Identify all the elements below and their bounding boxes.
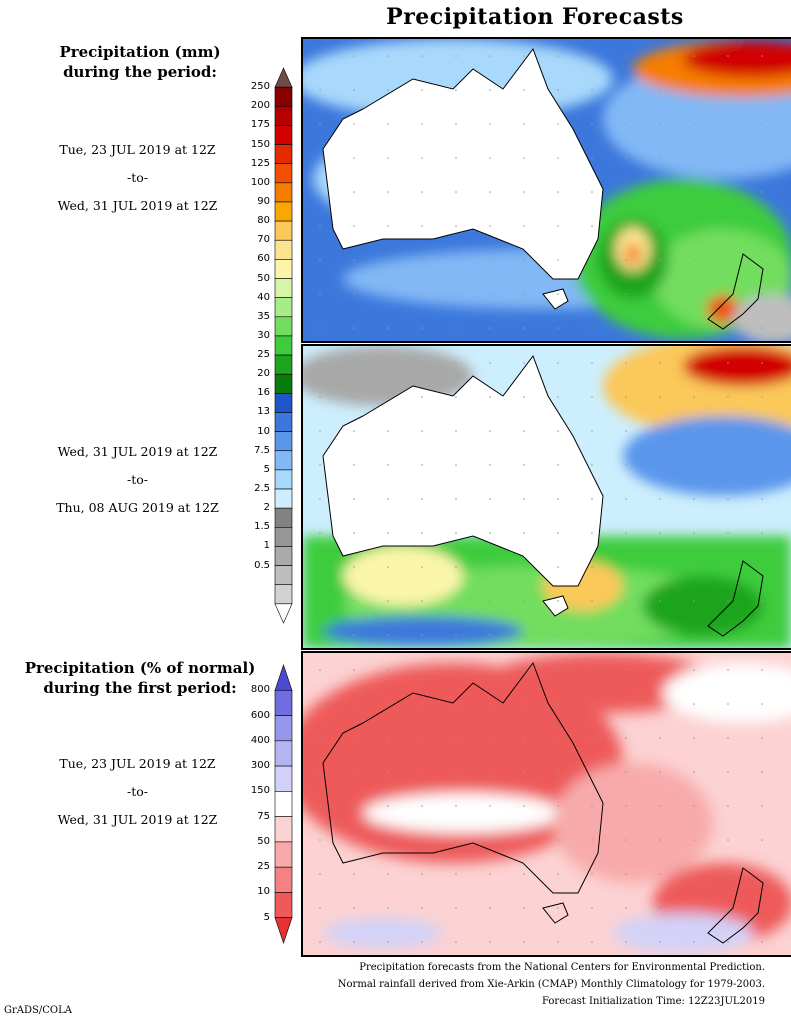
- colorbar-tick-label: 800: [250, 684, 270, 696]
- map-panel-week1: [301, 37, 791, 343]
- colorbar-tick-label: 125: [250, 157, 270, 169]
- panel3-to: -to-: [127, 784, 148, 799]
- colorbar-tick-label: 150: [250, 785, 270, 797]
- colorbar-tick-label: 5: [263, 463, 270, 475]
- page-title: Precipitation Forecasts: [386, 4, 684, 30]
- colorbar-segment: [274, 791, 293, 817]
- colorbar-arrow-bottom: [274, 603, 293, 624]
- colorbar-segment: [274, 565, 293, 586]
- colorbar-tick-label: 600: [250, 709, 270, 721]
- colorbar-segment: [274, 488, 293, 509]
- panel3-end-date: Wed, 31 JUL 2019 at 12Z: [57, 812, 218, 827]
- colorbar-tick-label: 200: [250, 100, 270, 112]
- colorbar-segment: [274, 740, 293, 767]
- colorbar-arrow-top: [274, 67, 293, 88]
- colorbar-tick-label: 13: [257, 406, 270, 418]
- colorbar-tick-label: 30: [257, 329, 270, 341]
- colorbar-segment: [274, 105, 293, 126]
- colorbar-tick-label: 1.5: [254, 521, 270, 533]
- panel1-heading-line2: during the period:: [63, 63, 217, 81]
- colorbar-segment: [274, 163, 293, 184]
- panel3-heading-line1: Precipitation (% of normal): [24, 659, 256, 677]
- map-panel-percent-normal: [301, 651, 791, 957]
- grads-credit: GrADS/COLA: [4, 1005, 72, 1016]
- colorbar-tick-label: 100: [250, 176, 270, 188]
- colorbar-segment: [274, 816, 293, 843]
- panel1-start-date: Tue, 23 JUL 2019 at 12Z: [59, 142, 216, 157]
- colorbar-segment: [274, 259, 293, 279]
- colorbar-tick-label: 400: [250, 734, 270, 746]
- colorbar-segment: [274, 316, 293, 337]
- colorbar-segment: [274, 841, 293, 868]
- colorbar-tick-label: 70: [257, 234, 270, 246]
- colorbar-tick-label: 90: [257, 195, 270, 207]
- colorbar-segment: [274, 239, 293, 260]
- panel1-end-date: Wed, 31 JUL 2019 at 12Z: [57, 198, 218, 213]
- colorbar-tick-label: 50: [257, 835, 270, 847]
- colorbar-tick-label: 7.5: [254, 444, 270, 456]
- colorbar-segment: [274, 278, 293, 298]
- colorbar-tick-label: 150: [250, 138, 270, 150]
- map-panel-week2: [301, 344, 791, 650]
- colorbar-segment: [274, 144, 293, 164]
- colorbar-segment: [274, 546, 293, 566]
- colorbar-tick-label: 25: [257, 861, 270, 873]
- footer-line-1: Precipitation forecasts from the Nationa…: [359, 962, 765, 973]
- panel2-to: -to-: [127, 472, 148, 487]
- colorbar-segment: [274, 892, 293, 919]
- colorbar-segment: [274, 354, 293, 375]
- panel2-end-date: Thu, 08 AUG 2019 at 12Z: [56, 500, 219, 515]
- colorbar-segment: [274, 469, 293, 490]
- colorbar-tick-label: 20: [257, 368, 270, 380]
- colorbar-segment: [274, 125, 293, 145]
- colorbar-segment: [274, 689, 293, 716]
- panel1-heading-line1: Precipitation (mm): [59, 43, 221, 61]
- panel2-start-date: Wed, 31 JUL 2019 at 12Z: [57, 444, 218, 459]
- colorbar-segment: [274, 866, 293, 893]
- colorbar-tick-label: 50: [257, 272, 270, 284]
- colorbar-segment: [274, 182, 293, 203]
- colorbar-tick-label: 0.5: [254, 559, 270, 571]
- colorbar-tick-label: 35: [257, 310, 270, 322]
- panel3-start-date: Tue, 23 JUL 2019 at 12Z: [59, 756, 216, 771]
- colorbar-segment: [274, 507, 293, 528]
- colorbar-tick-label: 10: [257, 886, 270, 898]
- colorbar-tick-label: 300: [250, 760, 270, 772]
- footer-line-2: Normal rainfall derived from Xie-Arkin (…: [337, 979, 765, 990]
- colorbar-tick-label: 10: [257, 425, 270, 437]
- colorbar-segment: [274, 412, 293, 432]
- colorbar-segment: [274, 765, 293, 792]
- colorbar-segment: [274, 220, 293, 241]
- colorbar-segment: [274, 373, 293, 394]
- colorbar-tick-label: 40: [257, 291, 270, 303]
- panel1-heading: Precipitation (mm) during the period:: [40, 42, 240, 82]
- colorbar-tick-label: 2: [263, 502, 270, 514]
- colorbar-tick-label: 1: [263, 540, 270, 552]
- colorbar-segment: [274, 431, 293, 452]
- colorbar-segment: [274, 335, 293, 356]
- colorbar-arrow-top: [274, 664, 293, 691]
- colorbar-tick-label: 80: [257, 215, 270, 227]
- panel3-heading-line2: during the first period:: [43, 679, 237, 697]
- colorbar-tick-label: 5: [263, 911, 270, 923]
- colorbar-tick-label: 175: [250, 119, 270, 131]
- footer-line-3: Forecast Initialization Time: 12Z23JUL20…: [542, 996, 765, 1007]
- colorbar-tick-label: 16: [257, 387, 270, 399]
- colorbar-segment: [274, 297, 293, 318]
- colorbar-tick-label: 2.5: [254, 483, 270, 495]
- colorbar-tick-label: 75: [257, 810, 270, 822]
- colorbar-segment: [274, 527, 293, 547]
- colorbar-tick-label: 25: [257, 349, 270, 361]
- colorbar-segment: [274, 584, 293, 605]
- colorbar-tick-label: 60: [257, 253, 270, 265]
- colorbar-segment: [274, 86, 293, 107]
- panel3-heading: Precipitation (% of normal) during the f…: [20, 658, 260, 698]
- colorbar-tick-label: 250: [250, 81, 270, 93]
- colorbar-segment: [274, 393, 293, 413]
- colorbar-arrow-bottom: [274, 917, 293, 944]
- panel1-to: -to-: [127, 170, 148, 185]
- colorbar-segment: [274, 715, 293, 742]
- colorbar-segment: [274, 201, 293, 222]
- colorbar-segment: [274, 450, 293, 471]
